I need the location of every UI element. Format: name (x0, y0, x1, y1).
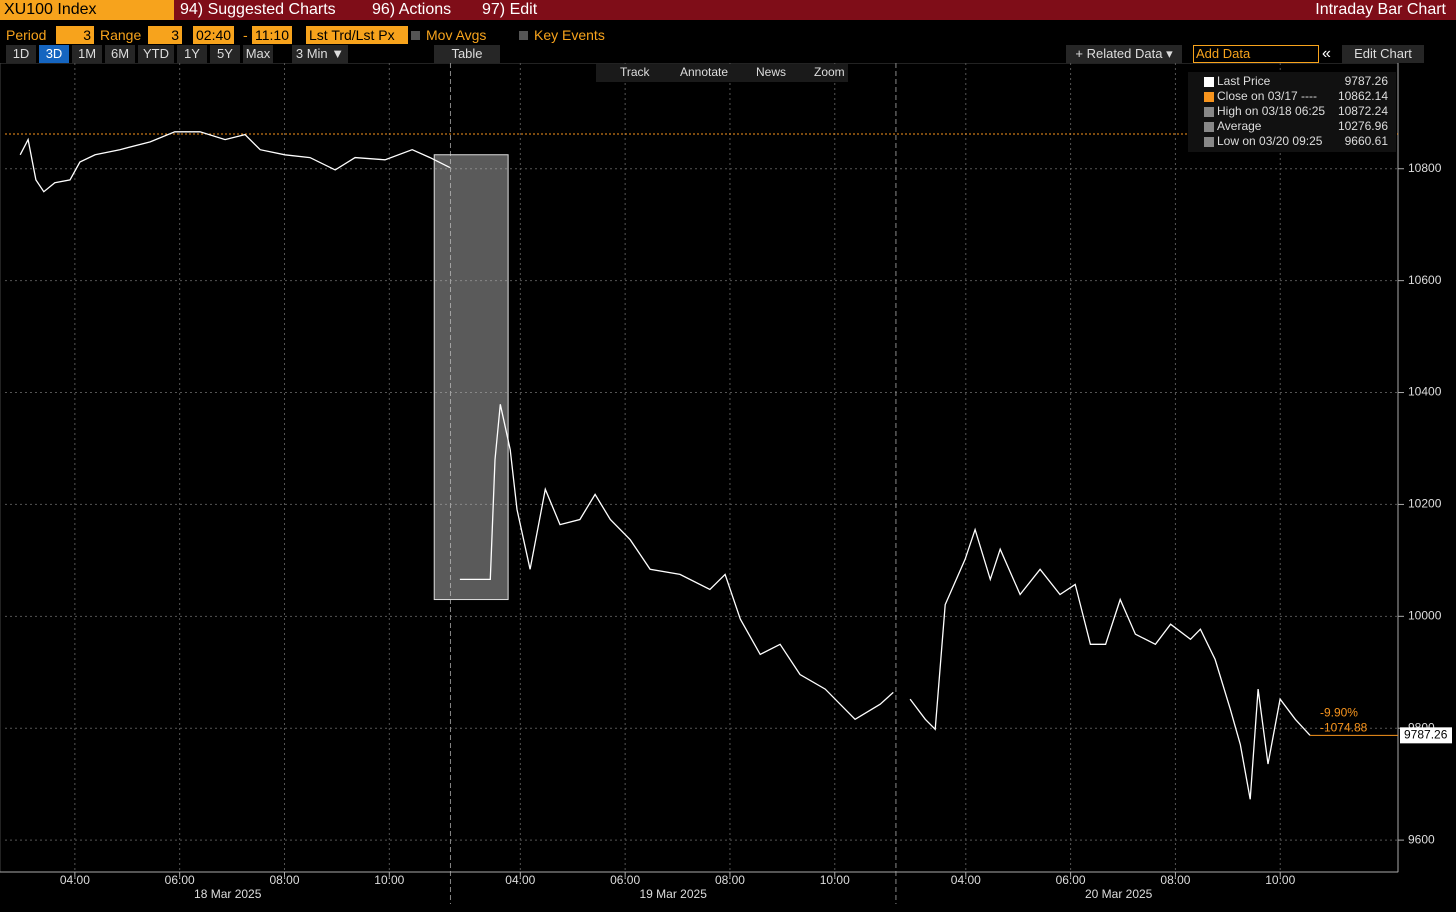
label: Range (100, 27, 142, 43)
last-tag (1400, 727, 1452, 744)
legend-bg (1188, 72, 1396, 152)
label: - (243, 27, 248, 43)
legend-value: 9787.26 (1345, 74, 1389, 88)
x-tick-label: 10:00 (820, 873, 850, 887)
legend-swatch (1204, 92, 1214, 102)
legend-label: Low on 03/20 09:25 (1217, 134, 1323, 148)
y-tick-label: 10600 (1408, 273, 1442, 287)
interval[interactable]: 3 Min ▼ (292, 45, 348, 63)
input[interactable]: 11:10 (252, 26, 292, 44)
y-tick-label: 10000 (1408, 608, 1442, 622)
range-button[interactable]: 1Y (177, 45, 207, 63)
input[interactable]: 3 (148, 26, 182, 44)
x-tick-label: 06:00 (610, 873, 640, 887)
input[interactable]: 3 (56, 26, 94, 44)
x-tick-label: 08:00 (269, 873, 299, 887)
change: -1074.88 (1320, 721, 1368, 735)
range-button[interactable]: Max (243, 45, 273, 63)
dropdown[interactable]: Lst Trd/Lst Px (306, 26, 408, 44)
legend-value: 10872.24 (1338, 104, 1388, 118)
legend-swatch (1204, 77, 1214, 87)
label: Period (6, 27, 47, 43)
chart: 96009800100001020010400106001080004:0006… (0, 63, 1452, 904)
legend-value: 10862.14 (1338, 89, 1388, 103)
x-tick-label: 10:00 (374, 873, 404, 887)
function-title: Intraday Bar Chart (1315, 1, 1446, 18)
change-pct: -9.90% (1320, 706, 1358, 720)
y-tick-label: 10400 (1408, 385, 1442, 399)
plot-area (0, 63, 1399, 873)
x-tick-label: 04:00 (60, 873, 90, 887)
chart-tools: Track Annotate News Zoom (596, 64, 848, 82)
x-tick-label: 06:00 (165, 873, 195, 887)
legend-label: Close on 03/17 ---- (1217, 89, 1317, 103)
legend-label: Last Price (1217, 74, 1271, 88)
legend-label: Average (1217, 119, 1262, 133)
range-button[interactable]: 1D (6, 45, 36, 63)
checkbox-label[interactable]: Mov Avgs (426, 27, 487, 43)
settings-row: Period 3 Range 3 02:40 - 11:10 Lst Trd/L… (0, 26, 1456, 44)
legend-swatch (1204, 107, 1214, 117)
range-button[interactable]: 1M (72, 45, 102, 63)
edit-chart[interactable]: Edit Chart (1342, 45, 1424, 63)
checkbox[interactable] (411, 31, 420, 40)
price-line (19, 131, 1311, 800)
menu[interactable]: 94) Suggested Charts (180, 1, 336, 18)
legend-swatch (1204, 137, 1214, 147)
x-tick-label: 06:00 (1056, 873, 1086, 887)
range-row: 3 Min ▼ Table + Related Data ▾ Add Data … (0, 45, 1456, 63)
tool-button[interactable]: Zoom (814, 65, 845, 79)
tool-button[interactable]: Annotate (680, 65, 728, 79)
legend: Last Price 9787.26 Close on 03/17 ---- 1086… (1188, 72, 1396, 152)
x-tick-label: 04:00 (505, 873, 535, 887)
title-bar: XU100 Index 94) Suggested Charts 96) Act… (0, 0, 1456, 20)
checkbox-label[interactable]: Key Events (534, 27, 605, 43)
add-data[interactable]: Add Data (1193, 45, 1319, 63)
related-data[interactable]: + Related Data ▾ (1066, 45, 1182, 63)
legend-value: 9660.61 (1345, 134, 1389, 148)
collapse[interactable]: « (1322, 45, 1331, 62)
x-tick-label: 04:00 (951, 873, 981, 887)
y-tick-label: 10200 (1408, 497, 1442, 511)
legend-label: High on 03/18 06:25 (1217, 104, 1325, 118)
ticker[interactable]: XU100 Index (0, 0, 174, 20)
x-tick-label: 08:00 (1160, 873, 1190, 887)
date-label: 18 Mar 2025 (194, 887, 262, 901)
menu[interactable]: 96) Actions (372, 1, 452, 18)
x-tick-label: 08:00 (715, 873, 745, 887)
highlight (433, 154, 509, 601)
x-tick-label: 10:00 (1265, 873, 1295, 887)
menu[interactable]: 97) Edit (482, 1, 538, 18)
range-button[interactable]: YTD (138, 45, 174, 63)
y-tick-label: 10800 (1408, 161, 1442, 175)
range-button[interactable]: 5Y (210, 45, 240, 63)
table-button[interactable]: Table (434, 45, 500, 63)
tools-bg (596, 64, 848, 82)
range-button[interactable]: 6M (105, 45, 135, 63)
date-label: 20 Mar 2025 (1085, 887, 1153, 901)
legend-swatch (1204, 122, 1214, 132)
input[interactable]: 02:40 (193, 26, 235, 44)
checkbox[interactable] (519, 31, 528, 40)
legend-value: 10276.96 (1338, 119, 1388, 133)
tool-button[interactable]: News (756, 65, 786, 79)
tool-button[interactable]: Track (620, 65, 651, 79)
date-label: 19 Mar 2025 (640, 887, 708, 901)
last-tag-label: 9787.26 (1404, 728, 1448, 742)
range-button[interactable]: 3D (39, 45, 69, 63)
y-tick-label: 9600 (1408, 832, 1435, 846)
